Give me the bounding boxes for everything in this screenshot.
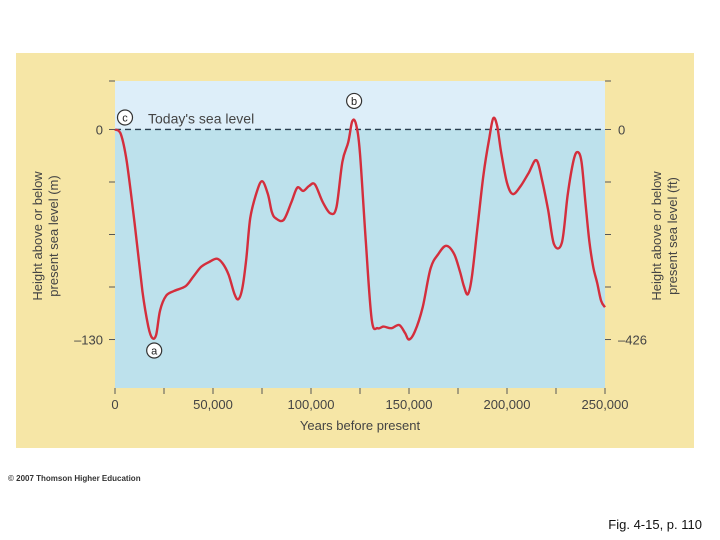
axis-ticks xyxy=(109,80,611,394)
y-tick-label-left: –130 xyxy=(74,333,103,348)
marker-b-circle xyxy=(346,92,363,110)
x-tick-label: 100,000 xyxy=(288,397,335,412)
x-axis-label: Years before present xyxy=(300,418,421,433)
marker-a-label: a xyxy=(151,346,158,358)
marker-a-circle xyxy=(146,342,163,359)
axis-labels: 0 50,000 100,000 150,000 200,000 250,000 Years… xyxy=(30,110,680,433)
figure-caption: Fig. 4-15, p. 110 xyxy=(608,517,702,532)
y-tick-label-left: 0 xyxy=(96,122,103,137)
y-axis-label-right: Height above or belowpresent sea level (… xyxy=(649,171,680,301)
below-sea-level-region xyxy=(115,129,605,388)
x-tick-label: 250,000 xyxy=(582,397,629,412)
x-tick-label: 150,000 xyxy=(386,397,433,412)
y-tick-label-right: –426 xyxy=(618,333,647,348)
y-tick-label-right: 0 xyxy=(618,122,625,137)
x-tick-label: 200,000 xyxy=(484,397,531,412)
sea-level-curve xyxy=(114,116,607,341)
marker-c-circle xyxy=(116,109,134,126)
copyright-notice: © 2007 Thomson Higher Education xyxy=(8,474,141,483)
annotation-markers: a b c xyxy=(116,92,363,359)
marker-c-label: c xyxy=(122,112,128,124)
todays-sea-level-label: Today's sea level xyxy=(148,110,254,126)
y-axis-label-left: Height above or belowpresent sea level (… xyxy=(30,171,61,301)
marker-b-label: b xyxy=(351,96,357,108)
x-tick-label: 0 xyxy=(111,397,118,412)
x-tick-label: 50,000 xyxy=(193,397,233,412)
